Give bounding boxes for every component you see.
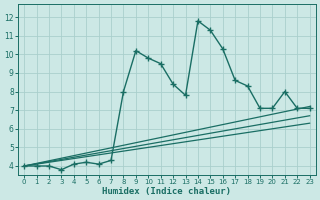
X-axis label: Humidex (Indice chaleur): Humidex (Indice chaleur) (102, 187, 231, 196)
